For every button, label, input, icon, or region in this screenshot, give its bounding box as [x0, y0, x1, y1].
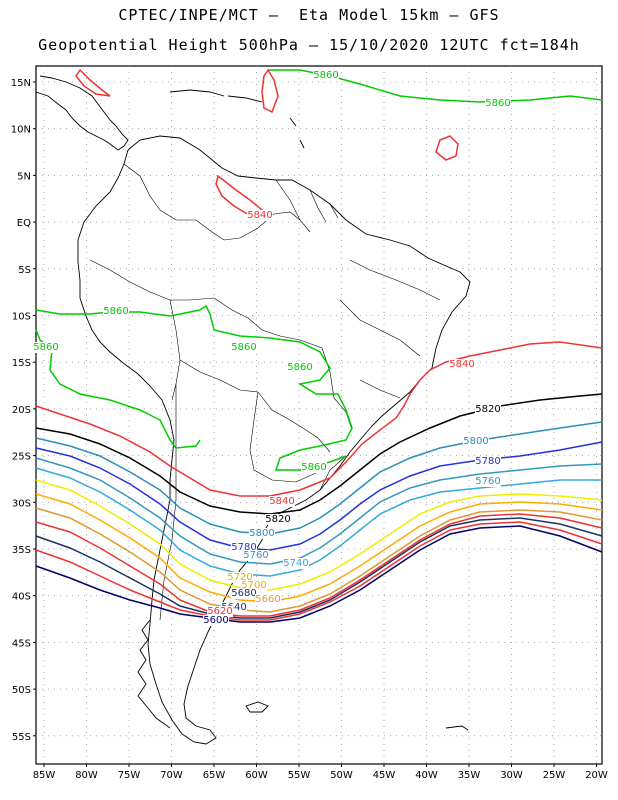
lon-tick-label: 50W [330, 770, 353, 781]
contour-label-bg [231, 342, 257, 353]
axis-ticks: 15N 10N 5N EQ 5S 10S 15S 20S 25S 30S 35S 40S 45S 50S 5… [11, 78, 608, 781]
contour-label: 5860 [287, 362, 312, 373]
contour-label: 5640 [221, 602, 246, 613]
lon-tick-label: 40W [415, 770, 438, 781]
lat-tick-label: 15S [12, 358, 31, 369]
lat-tick-label: 45S [12, 638, 31, 649]
lat-tick-label: 35S [12, 545, 31, 556]
lon-tick-label: 70W [160, 770, 183, 781]
contour-label: 5820 [265, 514, 290, 525]
lat-tick-label: 10S [12, 312, 31, 323]
contour-label-bg [103, 306, 129, 317]
lon-tick-label: 65W [203, 770, 226, 781]
contour-label: 5780 [231, 542, 256, 553]
contour-lines [35, 68, 603, 623]
contour-label: 5860 [301, 462, 326, 473]
contour-label-bg [265, 514, 291, 525]
contour-label: 5820 [475, 404, 500, 415]
lat-tick-label: EQ [17, 218, 31, 229]
contour-label-bg [231, 588, 257, 599]
contour-5860-south [35, 304, 353, 471]
contour-label-bg [247, 210, 273, 221]
contour-label-bg [449, 359, 475, 370]
contour-label: 5760 [475, 476, 500, 487]
lat-tick-label: 50S [12, 685, 31, 696]
graticule [36, 66, 602, 764]
map-title-line2: Geopotential Height 500hPa – 15/10/2020 … [38, 36, 580, 54]
contour-label-bg [475, 404, 501, 415]
contour-label: 5860 [103, 306, 128, 317]
lat-tick-label: 5N [17, 171, 31, 182]
lon-tick-label: 25W [543, 770, 566, 781]
lon-tick-label: 75W [118, 770, 141, 781]
contour-label: 5760 [243, 550, 268, 561]
lat-tick-label: 15N [11, 78, 31, 89]
contour-label-bg [475, 456, 501, 467]
contour-label: 5860 [231, 342, 256, 353]
contour-label: 5860 [33, 342, 58, 353]
contour-label-bg [249, 528, 275, 539]
contour-label: 5840 [449, 359, 474, 370]
contour-label-bg [231, 542, 257, 553]
contour-label-bg [313, 70, 339, 81]
contour-labels: 5860 5860 5840 5860 5860 5860 5860 5840 5820 5800… [33, 70, 511, 626]
country-borders [89, 163, 441, 621]
map-frame [35, 65, 603, 765]
contour-5840-main [35, 341, 603, 497]
contour-label: 5800 [463, 436, 488, 447]
contour-label: 5680 [231, 588, 256, 599]
contour-label-bg [283, 558, 309, 569]
contour-label-bg [475, 476, 501, 487]
lon-tick-label: 35W [458, 770, 481, 781]
contour-label: 5620 [207, 606, 232, 617]
contour-label-bg [287, 362, 313, 373]
contour-label: 5800 [249, 528, 274, 539]
contour-label-bg [33, 342, 59, 353]
contour-label-bg [241, 580, 267, 591]
contour-label: 5860 [313, 70, 338, 81]
contour-label: 5720 [227, 572, 252, 583]
contour-label-bg [227, 572, 253, 583]
lat-tick-label: 30S [12, 498, 31, 509]
contour-label-bg [269, 496, 295, 507]
contour-label-bg [485, 98, 511, 109]
lat-tick-label: 10N [11, 125, 31, 136]
lon-tick-label: 20W [585, 770, 608, 781]
contour-label-bg [243, 550, 269, 561]
lat-tick-label: 40S [12, 592, 31, 603]
contour-label: 5860 [485, 98, 510, 109]
lat-tick-label: 20S [12, 405, 31, 416]
contour-label-bg [463, 436, 489, 447]
lat-tick-label: 5S [18, 265, 31, 276]
contour-label: 5840 [269, 496, 294, 507]
lon-tick-label: 55W [288, 770, 311, 781]
contour-label-bg [301, 462, 327, 473]
lat-tick-label: 55S [12, 732, 31, 743]
contour-label: 5660 [255, 594, 280, 605]
contour-label-bg [207, 606, 233, 617]
contour-label: 5600 [203, 615, 228, 626]
lon-tick-label: 60W [245, 770, 268, 781]
lon-tick-label: 45W [373, 770, 396, 781]
lon-tick-label: 80W [75, 770, 98, 781]
contour-label: 5780 [475, 456, 500, 467]
contour-label: 5700 [241, 580, 266, 591]
contour-label-bg [255, 594, 281, 605]
contour-label-bg [203, 615, 229, 626]
contour-label-bg [221, 602, 247, 613]
contour-label: 5740 [283, 558, 308, 569]
lon-tick-label: 30W [500, 770, 523, 781]
lat-tick-label: 25S [12, 452, 31, 463]
map-title-line1: CPTEC/INPE/MCT – Eta Model 15km – GFS [118, 6, 500, 24]
contour-label: 5840 [247, 210, 272, 221]
lon-tick-label: 85W [33, 770, 56, 781]
